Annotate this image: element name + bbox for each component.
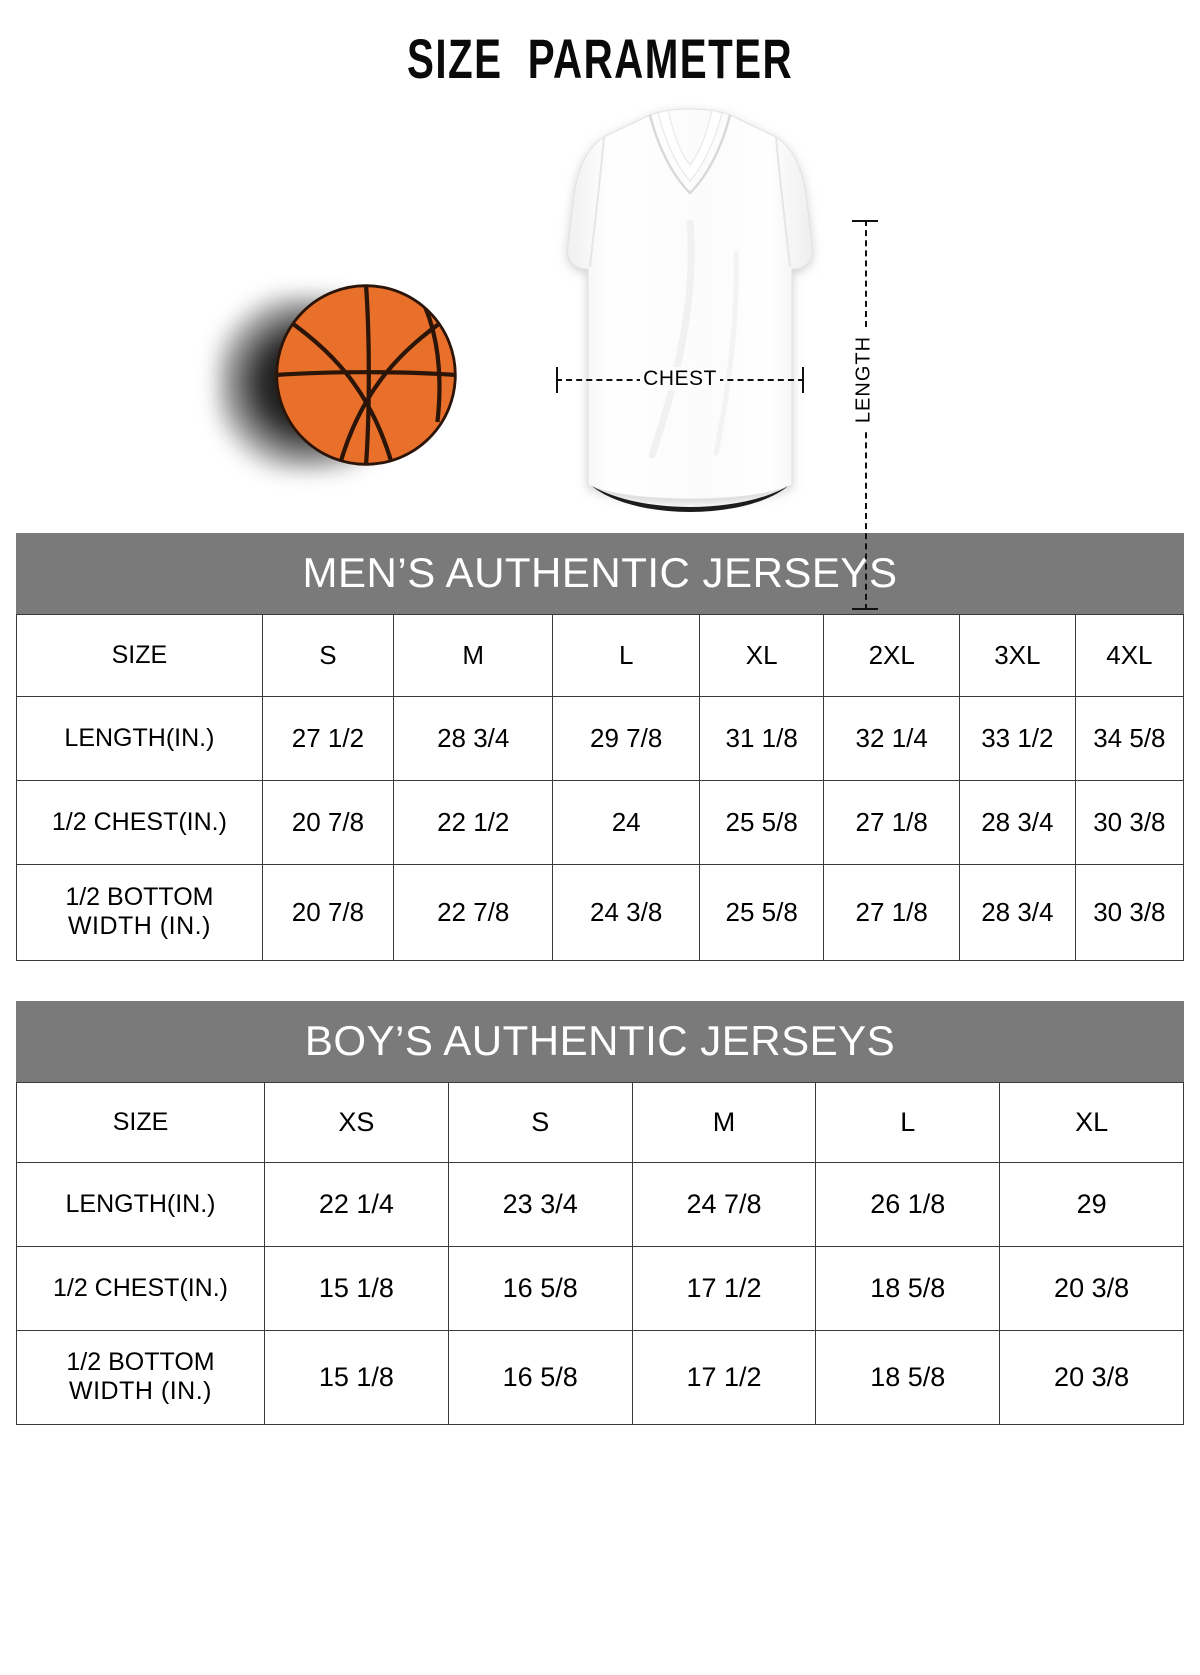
jersey-icon: [567, 108, 813, 512]
page-title: SIZE PARAMETER: [406, 27, 793, 90]
table-row: LENGTH(IN.) 27 1/2 28 3/4 29 7/8 31 1/8 …: [16, 695, 1185, 781]
table-row: LENGTH(IN.) 22 1/4 23 3/4 24 7/8 26 1/8 …: [16, 1161, 1184, 1247]
mens-chest-3xl: 28 3/4: [958, 779, 1076, 865]
mens-length-m: 28 3/4: [392, 695, 554, 781]
table-row: 1/2 CHEST(IN.) 20 7/8 22 1/2 24 25 5/8 2…: [16, 779, 1185, 865]
boys-size-table: SIZE XS S M L XL LENGTH(IN.) 22 1/4 23 3…: [16, 1081, 1184, 1425]
mens-row-label-bottom-width: 1/2 BOTTOM WIDTH (IN.): [16, 863, 263, 961]
chest-dimension-cap-right: [802, 366, 804, 393]
mens-col-xl: XL: [698, 613, 825, 697]
mens-size-table: SIZE S M L XL 2XL 3XL 4XL LENGTH(IN.) 27…: [16, 613, 1185, 961]
table-header-row: SIZE S M L XL 2XL 3XL 4XL: [16, 613, 1185, 697]
basketball-icon: [275, 284, 457, 466]
length-dimension-cap-bottom: [852, 607, 878, 610]
mens-table-title: MEN’S AUTHENTIC JERSEYS: [16, 532, 1184, 614]
mens-row-label-chest: 1/2 CHEST(IN.): [16, 779, 263, 865]
mens-row-label-bottom-width-line1: 1/2 BOTTOM: [65, 882, 214, 911]
mens-bottom-m: 22 7/8: [392, 863, 554, 961]
table-header-row: SIZE XS S M L XL: [16, 1081, 1184, 1163]
length-label-wrap: LENGTH: [848, 309, 880, 449]
mens-col-4xl: 4XL: [1074, 613, 1185, 697]
boys-col-s: S: [447, 1081, 633, 1163]
boys-chest-l: 18 5/8: [815, 1245, 1001, 1331]
boys-col-m: M: [631, 1081, 817, 1163]
boys-bottom-s: 16 5/8: [447, 1329, 633, 1425]
boys-chest-m: 17 1/2: [631, 1245, 817, 1331]
mens-size-header: SIZE: [16, 613, 263, 697]
mens-bottom-2xl: 27 1/8: [823, 863, 960, 961]
mens-col-s: S: [261, 613, 394, 697]
mens-chest-xl: 25 5/8: [698, 779, 825, 865]
mens-length-xl: 31 1/8: [698, 695, 825, 781]
boys-row-label-bottom-width: 1/2 BOTTOM WIDTH (IN.): [16, 1329, 265, 1425]
mens-bottom-4xl: 30 3/8: [1074, 863, 1185, 961]
boys-bottom-xs: 15 1/8: [264, 1329, 449, 1425]
boys-length-l: 26 1/8: [815, 1161, 1001, 1247]
boys-length-xl: 29: [999, 1161, 1184, 1247]
mens-col-3xl: 3XL: [958, 613, 1076, 697]
boys-chest-xs: 15 1/8: [264, 1245, 449, 1331]
jersey-group: [540, 103, 840, 513]
mens-length-4xl: 34 5/8: [1074, 695, 1185, 781]
boys-row-label-bottom-width-line1: 1/2 BOTTOM: [66, 1347, 215, 1376]
mens-length-3xl: 33 1/2: [958, 695, 1076, 781]
mens-chest-s: 20 7/8: [261, 779, 394, 865]
mens-chest-2xl: 27 1/8: [823, 779, 960, 865]
basketball-group: [215, 265, 475, 515]
boys-table-block: BOY’S AUTHENTIC JERSEYS SIZE XS S M L XL…: [16, 1000, 1184, 1425]
boys-chest-xl: 20 3/8: [999, 1245, 1184, 1331]
boys-length-s: 23 3/4: [447, 1161, 633, 1247]
boys-row-label-length: LENGTH(IN.): [16, 1161, 265, 1247]
chest-dimension: CHEST: [556, 366, 804, 393]
mens-col-l: L: [552, 613, 700, 697]
mens-bottom-l: 24 3/8: [552, 863, 700, 961]
boys-length-xs: 22 1/4: [264, 1161, 449, 1247]
mens-length-2xl: 32 1/4: [823, 695, 960, 781]
boys-length-m: 24 7/8: [631, 1161, 817, 1247]
mens-bottom-3xl: 28 3/4: [958, 863, 1076, 961]
mens-row-label-bottom-width-line2: WIDTH (IN.): [67, 912, 211, 941]
boys-chest-s: 16 5/8: [447, 1245, 633, 1331]
mens-col-2xl: 2XL: [823, 613, 960, 697]
boys-col-l: L: [815, 1081, 1001, 1163]
boys-row-label-bottom-width-line2: WIDTH (IN.): [69, 1377, 212, 1406]
chest-dimension-cap-left: [556, 366, 558, 393]
boys-bottom-xl: 20 3/8: [999, 1329, 1184, 1425]
mens-chest-4xl: 30 3/8: [1074, 779, 1185, 865]
mens-length-l: 29 7/8: [552, 695, 700, 781]
mens-length-s: 27 1/2: [261, 695, 394, 781]
mens-row-label-length: LENGTH(IN.): [16, 695, 263, 781]
boys-col-xl: XL: [999, 1081, 1184, 1163]
length-dimension: LENGTH: [846, 219, 886, 610]
table-row: 1/2 BOTTOM WIDTH (IN.) 15 1/8 16 5/8 17 …: [16, 1329, 1184, 1425]
chest-label: CHEST: [640, 366, 720, 390]
mens-col-m: M: [392, 613, 554, 697]
table-row: 1/2 BOTTOM WIDTH (IN.) 20 7/8 22 7/8 24 …: [16, 863, 1185, 961]
boys-table-title: BOY’S AUTHENTIC JERSEYS: [16, 1000, 1184, 1082]
table-row: 1/2 CHEST(IN.) 15 1/8 16 5/8 17 1/2 18 5…: [16, 1245, 1184, 1331]
chest-label-wrap: CHEST: [556, 366, 804, 391]
mens-bottom-xl: 25 5/8: [698, 863, 825, 961]
boys-bottom-l: 18 5/8: [815, 1329, 1001, 1425]
illustration-area: CHEST LENGTH: [0, 95, 1200, 610]
page-title-container: SIZE PARAMETER: [0, 0, 1200, 89]
boys-size-header: SIZE: [16, 1081, 265, 1163]
mens-bottom-s: 20 7/8: [261, 863, 394, 961]
boys-bottom-m: 17 1/2: [631, 1329, 817, 1425]
boys-col-xs: XS: [264, 1081, 449, 1163]
length-dimension-cap-top: [852, 219, 878, 222]
boys-row-label-chest: 1/2 CHEST(IN.): [16, 1245, 265, 1331]
mens-chest-l: 24: [552, 779, 700, 865]
mens-table-block: MEN’S AUTHENTIC JERSEYS SIZE S M L XL 2X…: [16, 532, 1185, 961]
length-label: LENGTH: [848, 329, 880, 429]
mens-chest-m: 22 1/2: [392, 779, 554, 865]
